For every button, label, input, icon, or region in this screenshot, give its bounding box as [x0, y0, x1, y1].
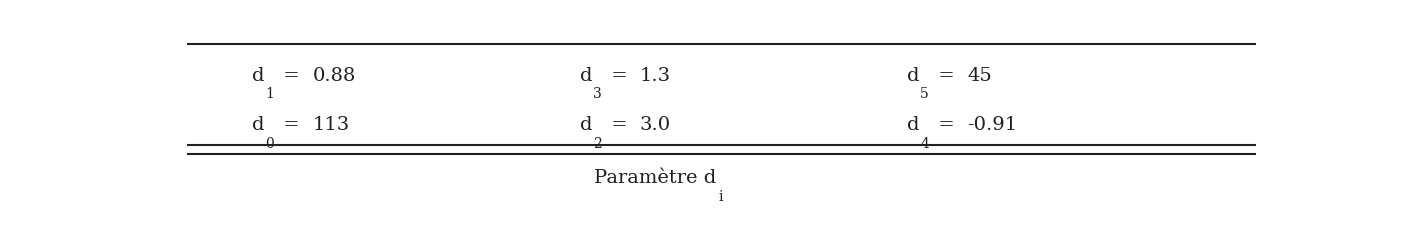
- Text: =: =: [605, 116, 628, 134]
- Text: d: d: [580, 66, 593, 84]
- Text: 45: 45: [967, 66, 991, 84]
- Text: -0.91: -0.91: [967, 116, 1017, 134]
- Text: =: =: [932, 66, 955, 84]
- Text: 4: 4: [921, 136, 929, 150]
- Text: =: =: [277, 116, 300, 134]
- Text: i: i: [718, 189, 722, 203]
- Text: 1.3: 1.3: [639, 66, 670, 84]
- Text: d: d: [580, 116, 593, 134]
- Text: 2: 2: [593, 136, 601, 150]
- Text: 1: 1: [266, 87, 275, 101]
- Text: =: =: [605, 66, 628, 84]
- Text: d: d: [907, 66, 919, 84]
- Text: 113: 113: [313, 116, 349, 134]
- Text: =: =: [277, 66, 300, 84]
- Text: 0: 0: [266, 136, 275, 150]
- Text: 0.88: 0.88: [313, 66, 356, 84]
- Text: Paramètre d: Paramètre d: [594, 169, 717, 187]
- Text: d: d: [252, 116, 265, 134]
- Text: =: =: [932, 116, 955, 134]
- Text: d: d: [252, 66, 265, 84]
- Text: d: d: [907, 116, 919, 134]
- Text: 3.0: 3.0: [639, 116, 670, 134]
- Text: 5: 5: [921, 87, 929, 101]
- Text: 3: 3: [593, 87, 601, 101]
